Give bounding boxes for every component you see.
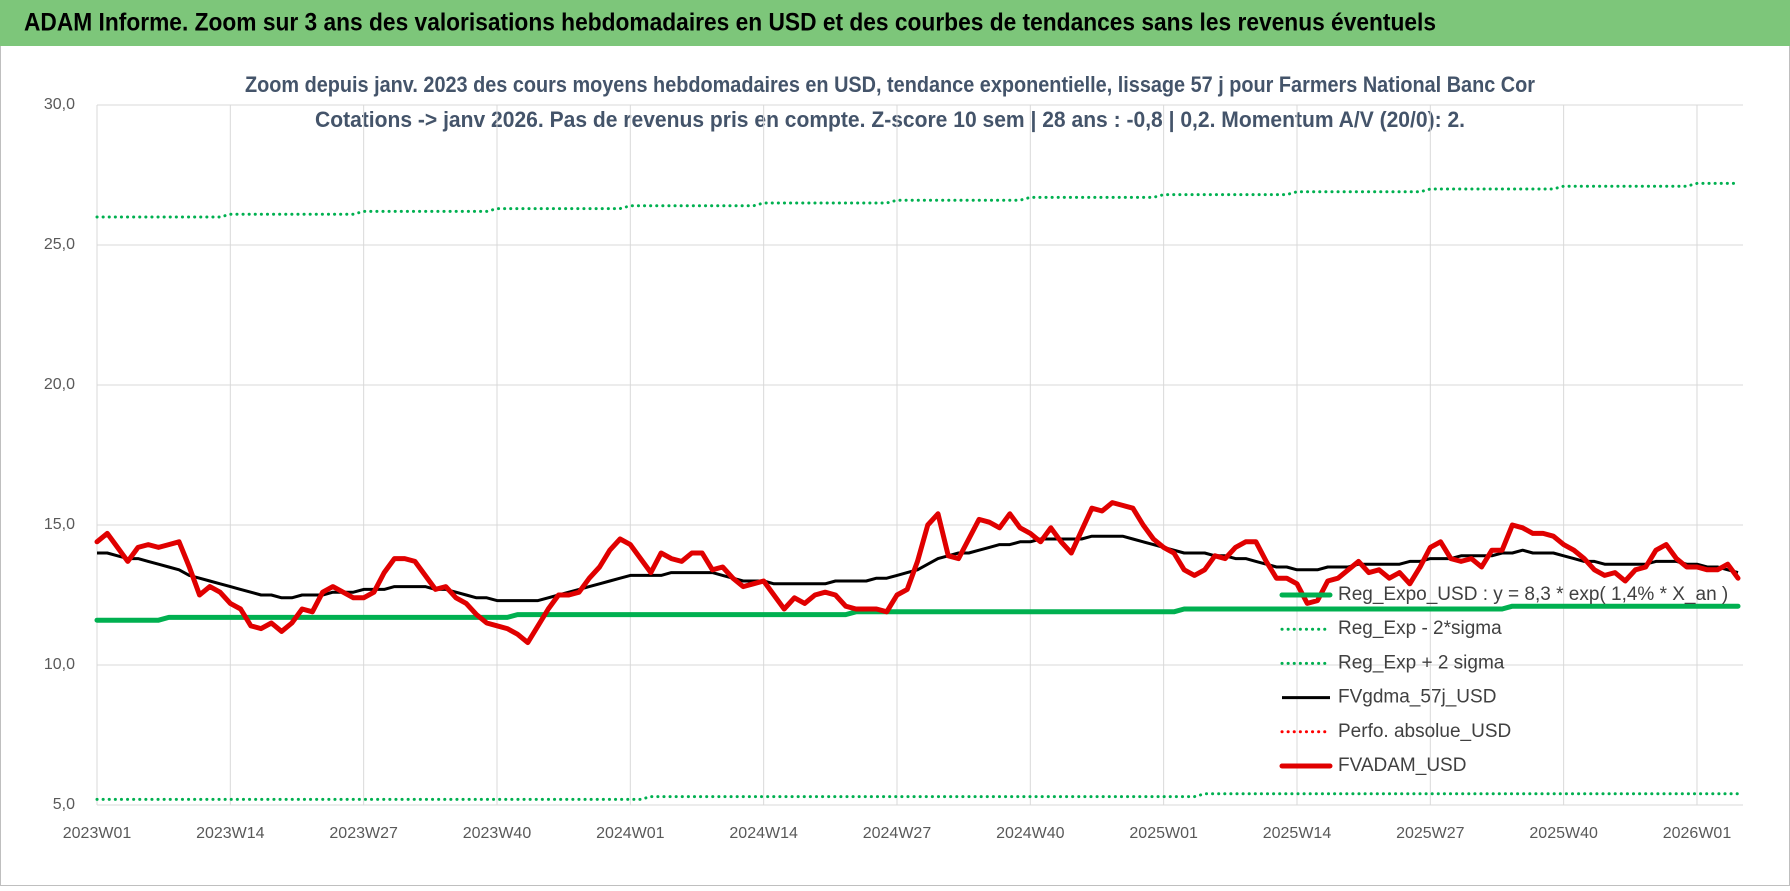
y-tick-label: 20,0 (44, 376, 75, 393)
x-tick-label: 2023W40 (463, 825, 532, 842)
y-tick-label: 10,0 (44, 656, 75, 673)
legend-label: Reg_Exp + 2 sigma (1338, 652, 1505, 673)
banner-title: ADAM Informe. Zoom sur 3 ans des valoris… (24, 9, 1436, 37)
series-line (95, 792, 1740, 801)
chart-title: Zoom depuis janv. 2023 des cours moyens … (245, 72, 1535, 97)
x-tick-label: 2023W14 (196, 825, 265, 842)
series-line (95, 181, 1740, 219)
series-line (94, 603, 1741, 623)
legend-label: FVADAM_USD (1338, 755, 1466, 776)
x-tick-label: 2026W01 (1663, 825, 1732, 842)
chart-subtitle: Cotations -> janv 2026. Pas de revenus p… (315, 107, 1465, 132)
plot-lines (94, 181, 1741, 801)
x-tick-label: 2024W40 (996, 825, 1065, 842)
legend-label: Reg_Exp - 2*sigma (1338, 618, 1502, 639)
legend-label: Perfo. absolue_USD (1338, 721, 1511, 742)
series-line (94, 500, 1741, 646)
x-tick-label: 2025W27 (1396, 825, 1465, 842)
x-tick-label: 2023W27 (329, 825, 398, 842)
y-tick-label: 25,0 (44, 236, 75, 253)
legend-label: Reg_Expo_USD : y = 8,3 * exp( 1,4% * X_a… (1338, 584, 1728, 605)
y-tick-label: 15,0 (44, 516, 75, 533)
legend: Reg_Expo_USD : y = 8,3 * exp( 1,4% * X_a… (1279, 584, 1728, 776)
x-tick-label: 2025W40 (1529, 825, 1598, 842)
banner (0, 0, 1790, 46)
legend-label: FVgdma_57j_USD (1338, 687, 1496, 708)
y-tick-label: 5,0 (53, 796, 75, 813)
x-tick-label: 2025W01 (1129, 825, 1198, 842)
x-tick-label: 2025W14 (1263, 825, 1332, 842)
grid: 5,0 10,0 15,0 20,0 25,0 30,0 2023W01 2023W14 202… (44, 96, 1743, 842)
x-tick-label: 2024W27 (863, 825, 932, 842)
x-tick-label: 2024W01 (596, 825, 665, 842)
x-tick-label: 2023W01 (63, 825, 132, 842)
series-line (97, 534, 1739, 603)
x-tick-label: 2024W14 (729, 825, 798, 842)
y-tick-label: 30,0 (44, 96, 75, 113)
